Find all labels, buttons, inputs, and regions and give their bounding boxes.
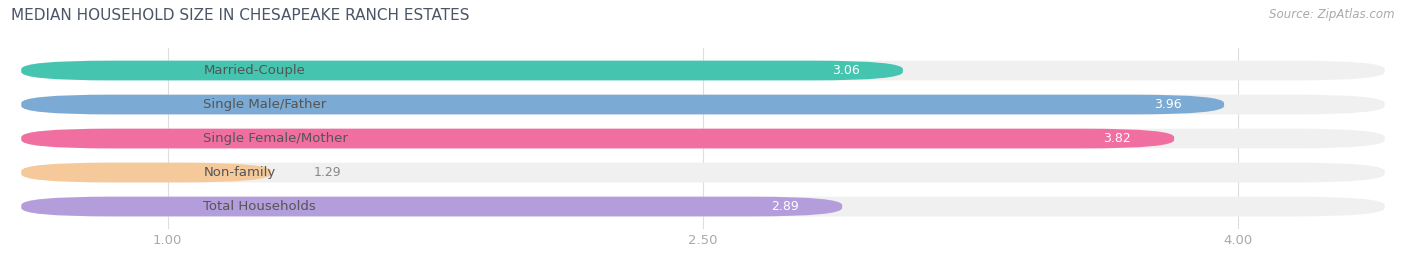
FancyBboxPatch shape: [21, 61, 1385, 80]
FancyBboxPatch shape: [21, 129, 1174, 148]
FancyBboxPatch shape: [21, 197, 842, 216]
Text: 2.89: 2.89: [772, 200, 800, 213]
Text: MEDIAN HOUSEHOLD SIZE IN CHESAPEAKE RANCH ESTATES: MEDIAN HOUSEHOLD SIZE IN CHESAPEAKE RANC…: [11, 8, 470, 23]
Text: 3.06: 3.06: [832, 64, 860, 77]
Text: Non-family: Non-family: [204, 166, 276, 179]
Text: Single Male/Father: Single Male/Father: [204, 98, 326, 111]
FancyBboxPatch shape: [21, 163, 271, 182]
FancyBboxPatch shape: [21, 95, 1385, 114]
Text: Single Female/Mother: Single Female/Mother: [204, 132, 349, 145]
Text: 3.82: 3.82: [1104, 132, 1132, 145]
Text: Total Households: Total Households: [204, 200, 316, 213]
Text: 3.96: 3.96: [1154, 98, 1181, 111]
FancyBboxPatch shape: [21, 95, 1225, 114]
Text: 1.29: 1.29: [314, 166, 342, 179]
FancyBboxPatch shape: [21, 129, 1385, 148]
FancyBboxPatch shape: [21, 61, 903, 80]
Text: Married-Couple: Married-Couple: [204, 64, 305, 77]
FancyBboxPatch shape: [21, 163, 1385, 182]
FancyBboxPatch shape: [21, 197, 1385, 216]
Text: Source: ZipAtlas.com: Source: ZipAtlas.com: [1270, 8, 1395, 21]
